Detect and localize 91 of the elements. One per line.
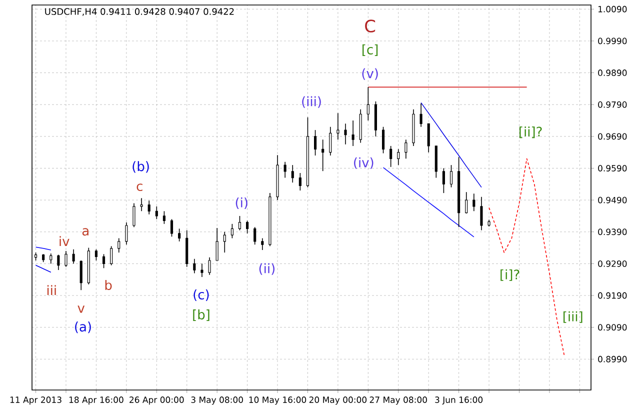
candlestick: [366, 86, 370, 121]
candlestick: [110, 246, 113, 266]
y-tick-label: 0.9590: [598, 165, 627, 172]
candlestick: [322, 139, 324, 172]
y-tick-label: 0.9890: [598, 70, 627, 76]
annotation: a: [82, 228, 88, 236]
annotation: (a): [75, 322, 91, 334]
annotation: iii: [47, 285, 56, 296]
annotation: (v): [362, 68, 378, 80]
annotation: [c]: [362, 44, 378, 56]
candlestick: [420, 102, 422, 128]
candlestick: [148, 200, 150, 215]
candlestick: [314, 130, 317, 156]
annotation: [i]?: [500, 269, 520, 281]
annotation: (ii): [259, 263, 274, 275]
candlestick: [284, 161, 286, 178]
x-tick-label: 20 May 00:00: [309, 396, 367, 405]
candlestick: [57, 254, 60, 270]
x-tick-label: 27 May 08:00: [370, 396, 427, 405]
candlestick: [230, 224, 234, 239]
candlestick: [125, 222, 128, 245]
candlestick: [427, 123, 430, 153]
candlestick: [216, 228, 218, 261]
y-tick-label: 0.9090: [598, 324, 627, 331]
annotation: v: [78, 306, 85, 313]
candlestick: [223, 231, 226, 253]
x-tick-label: 3 Jun 16:00: [435, 396, 483, 405]
line-series: [488, 158, 565, 358]
chart-title: USDCHF,H4 0.9411 0.9428 0.9407 0.9422: [45, 8, 234, 16]
candlestick: [132, 202, 136, 228]
candlestick: [450, 164, 453, 188]
candlestick: [72, 248, 75, 264]
y-tick-label: 0.9290: [598, 260, 627, 267]
annotation: (b): [132, 161, 149, 173]
candlestick: [480, 196, 483, 231]
x-tick-label: 11 Apr 2013: [10, 396, 62, 405]
candlestick: [200, 263, 204, 278]
candlestick: [397, 148, 400, 166]
y-tick-label: 0.9190: [598, 292, 627, 299]
candlestick: [102, 254, 106, 269]
candlestick: [404, 139, 408, 160]
candlestick: [344, 123, 347, 145]
candlestick: [246, 220, 249, 234]
annotation: (iv): [354, 157, 374, 169]
x-tick-label: 26 Apr 00:00: [130, 396, 184, 405]
candlestick: [352, 120, 354, 146]
line-series: [420, 102, 482, 188]
annotation: c: [136, 184, 142, 192]
candlestick: [472, 193, 476, 212]
annotation: iv: [60, 236, 70, 246]
y-tick-label: 1.0090: [598, 6, 627, 12]
candlestick: [170, 218, 174, 238]
candlestick: [254, 226, 256, 245]
candlestick: [50, 253, 52, 264]
annotation: (iii): [302, 96, 321, 108]
candlestick: [329, 126, 332, 156]
candlestick: [64, 250, 68, 268]
candlestick: [291, 164, 294, 183]
x-tick-label: 3 May 08:00: [191, 396, 243, 405]
annotation: (i): [236, 197, 248, 210]
candlestick: [162, 210, 166, 224]
candlestick: [261, 238, 264, 250]
y-tick-label: 0.8990: [598, 356, 627, 362]
candlestick: [80, 260, 82, 290]
annotation: [b]: [193, 309, 210, 322]
annotation: C: [365, 20, 376, 32]
candlestick: [155, 206, 158, 220]
candlestick: [94, 248, 98, 261]
annotation: [iii]: [564, 311, 582, 323]
y-tick-label: 0.9790: [598, 101, 627, 108]
candlestick: [465, 192, 468, 214]
candlestick: [238, 216, 242, 231]
candlestick: [178, 228, 181, 242]
x-tick-label: 10 May 16:00: [249, 396, 306, 405]
candlestick: [118, 238, 120, 253]
candlestick: [193, 258, 196, 274]
y-tick-label: 0.9490: [598, 196, 627, 204]
candlestick: [382, 126, 385, 154]
y-tick-label: 0.9690: [598, 133, 627, 140]
annotation: (c): [194, 289, 209, 301]
x-tick-label: 18 Apr 16:00: [69, 396, 124, 405]
y-tick-label: 0.9390: [598, 228, 627, 236]
candlestick: [298, 172, 302, 191]
annotation: b: [105, 280, 112, 290]
candlestick: [336, 112, 340, 140]
candlestick: [208, 256, 211, 276]
y-tick-label: 0.9990: [598, 38, 627, 44]
candlestick: [442, 168, 445, 194]
annotation: [ii]?: [520, 126, 542, 138]
candlestick: [390, 146, 392, 168]
candlestick: [140, 198, 143, 212]
